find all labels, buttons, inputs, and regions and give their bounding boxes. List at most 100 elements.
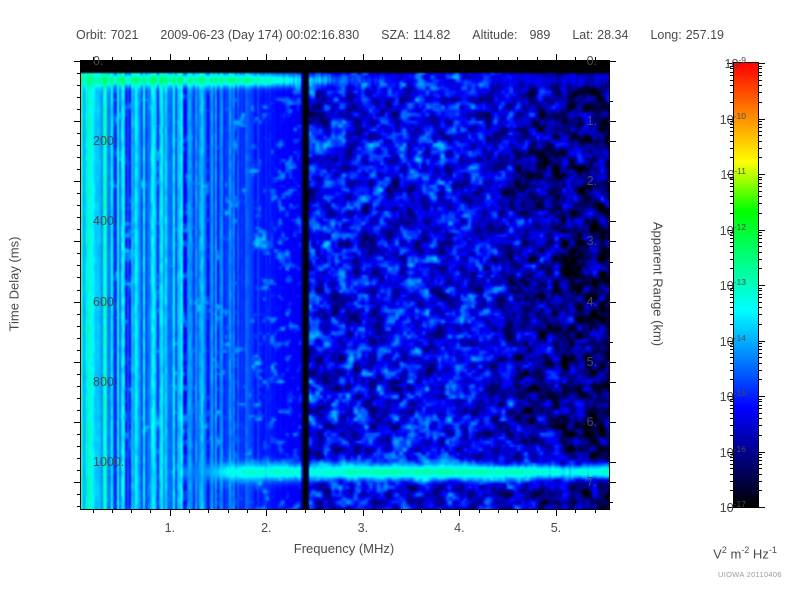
- x-minor-tick: [420, 57, 422, 61]
- colorbar-tick-exponent: -14: [733, 332, 746, 343]
- x-minor-tick: [382, 509, 384, 513]
- y-minor-tick: [77, 157, 81, 159]
- colorbar-minor-tick: [730, 65, 734, 67]
- colorbar-major-tick: [758, 285, 765, 286]
- y2-minor-tick: [609, 261, 613, 263]
- x-minor-tick: [189, 57, 191, 61]
- colorbar-minor-tick: [758, 232, 762, 234]
- orbit-label: Orbit:: [76, 28, 107, 42]
- y-major-tick: [609, 481, 616, 483]
- colorbar-minor-tick: [758, 463, 762, 465]
- colorbar-tick-exponent: -17: [733, 498, 746, 509]
- y2-minor-tick: [609, 421, 613, 423]
- colorbar-minor-tick: [758, 314, 762, 316]
- colorbar-minor-tick: [730, 203, 734, 205]
- datetime-value: 2009-06-23 (Day 174) 00:02:16.830: [160, 28, 360, 42]
- colorbar-minor-tick: [730, 258, 734, 260]
- colorbar-minor-tick: [730, 101, 734, 103]
- colorbar-major-tick: [727, 451, 734, 453]
- colorbar-tick-exponent: -11: [734, 165, 746, 176]
- y-minor-tick: [77, 445, 81, 447]
- y2-axis-tick-label: 1000.: [93, 455, 125, 470]
- colorbar-minor-tick: [730, 71, 734, 73]
- colorbar-minor-tick: [730, 418, 734, 420]
- colorbar-tick-label: 10-11: [720, 166, 746, 182]
- colorbar-tick-label: 10-12: [720, 221, 746, 237]
- colorbar-minor-tick: [730, 314, 734, 316]
- latitude-value: 28.34: [597, 28, 629, 42]
- x-axis-tick-label: 2.: [261, 521, 272, 535]
- colorbar-minor-tick: [758, 157, 762, 159]
- y2-axis-tick-label: 0.: [93, 54, 104, 68]
- spectrogram-heatmap: [81, 61, 609, 509]
- y-minor-tick: [77, 73, 81, 75]
- colorbar-minor-tick: [758, 460, 762, 462]
- colorbar-minor-tick: [730, 301, 734, 303]
- y-minor-tick: [77, 433, 81, 435]
- colorbar-tick-exponent: -10: [733, 110, 746, 121]
- x-minor-tick: [478, 509, 480, 513]
- x-minor-tick: [227, 57, 229, 61]
- y-major-tick: [74, 421, 81, 423]
- y-axis-tick-label: 6.: [586, 414, 597, 429]
- colorbar-minor-tick: [730, 408, 734, 410]
- y2-axis-tick-label: 400.: [93, 214, 118, 229]
- colorbar-minor-tick: [758, 182, 762, 184]
- x-minor-tick: [343, 57, 345, 61]
- orbit-field: Orbit: 7021: [76, 28, 138, 42]
- y-axis-tick-label: 1.: [586, 114, 597, 129]
- units-m-exp: -2: [741, 545, 750, 555]
- units-v: V: [713, 546, 722, 562]
- x-minor-tick: [92, 57, 94, 61]
- y-axis-tick-label: 3.: [586, 234, 597, 249]
- colorbar-minor-tick: [730, 404, 734, 406]
- y-minor-tick: [77, 505, 81, 507]
- y2-minor-tick: [609, 101, 613, 103]
- colorbar-minor-tick: [730, 460, 734, 462]
- colorbar-major-tick: [727, 174, 734, 175]
- x-minor-tick: [150, 57, 152, 61]
- y-major-tick: [74, 361, 81, 363]
- colorbar-minor-tick: [758, 473, 762, 475]
- y-major-tick: [74, 301, 81, 303]
- colorbar-minor-tick: [730, 179, 734, 181]
- y-minor-tick: [77, 493, 81, 495]
- colorbar-major-tick: [758, 340, 765, 342]
- colorbar-minor-tick: [730, 490, 734, 492]
- colorbar-minor-tick: [730, 357, 734, 359]
- x-axis-tick-label: 1.: [164, 521, 176, 535]
- y2-axis-tick-label: 200.: [93, 134, 118, 149]
- y2-major-tick: [609, 221, 616, 223]
- credit-text: UIOWA 20110406: [718, 570, 782, 579]
- colorbar-minor-tick: [758, 127, 762, 129]
- sza-field: SZA: 114.82: [381, 28, 450, 42]
- colorbar-minor-tick: [730, 85, 734, 87]
- x-minor-tick: [401, 509, 403, 513]
- colorbar-minor-tick: [758, 135, 762, 137]
- colorbar-minor-tick: [758, 468, 762, 470]
- colorbar-minor-tick: [730, 182, 734, 184]
- y-minor-tick: [77, 349, 81, 351]
- colorbar-minor-tick: [730, 434, 734, 436]
- colorbar-tick-mantissa: 10: [719, 112, 734, 127]
- units-m: m: [726, 546, 742, 562]
- colorbar-minor-tick: [758, 241, 762, 243]
- y-minor-tick: [77, 325, 81, 327]
- colorbar-minor-tick: [758, 369, 762, 371]
- colorbar-minor-tick: [758, 398, 762, 400]
- y-major-tick: [609, 361, 616, 363]
- x-minor-tick: [131, 57, 133, 61]
- colorbar-minor-tick: [758, 412, 762, 414]
- colorbar-tick-exponent: -16: [733, 443, 746, 454]
- colorbar-minor-tick: [758, 186, 762, 188]
- colorbar-minor-tick: [730, 176, 734, 178]
- x-major-tick: [362, 509, 364, 516]
- longitude-value: 257.19: [685, 28, 724, 42]
- colorbar-minor-tick: [758, 203, 762, 205]
- colorbar-minor-tick: [730, 212, 734, 214]
- colorbar-tick-label: 10-15: [720, 388, 746, 404]
- colorbar-minor-tick: [730, 468, 734, 470]
- y-axis-tick-label: 7.: [586, 474, 597, 489]
- colorbar-minor-tick: [730, 241, 734, 243]
- x-minor-tick: [594, 509, 596, 513]
